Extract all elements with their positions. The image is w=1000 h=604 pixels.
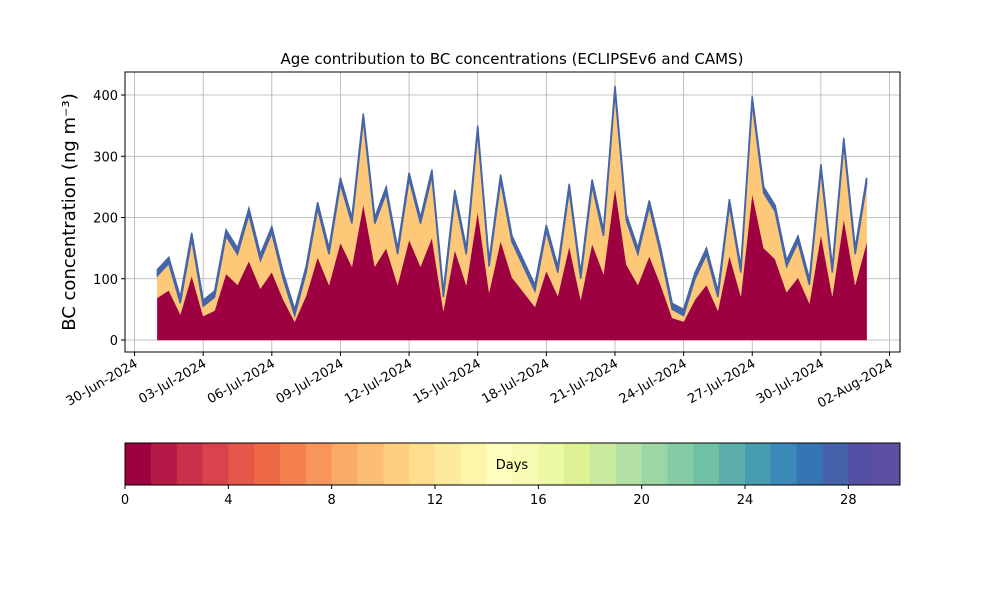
colorbar-swatch (331, 443, 358, 485)
colorbar-swatch (822, 443, 849, 485)
x-tick-label: 27-Jul-2024 (685, 356, 758, 407)
colorbar-swatch (590, 443, 617, 485)
y-tick-label: 0 (110, 334, 118, 349)
y-tick-label: 200 (93, 212, 118, 227)
colorbar-swatch (796, 443, 823, 485)
colorbar-swatch (460, 443, 488, 485)
area (156, 85, 868, 319)
colorbar-tick-label: 28 (840, 493, 857, 508)
colorbar-swatch (719, 443, 746, 485)
colorbar-swatch (538, 443, 565, 485)
colorbar-swatch (848, 443, 875, 485)
x-tick-label: 21-Jul-2024 (548, 356, 621, 407)
colorbar-tick-label: 0 (121, 493, 129, 508)
colorbar-swatch (409, 443, 436, 485)
x-tick-label: 03-Jul-2024 (136, 356, 209, 407)
x-tick-label: 12-Jul-2024 (342, 356, 415, 407)
colorbar-swatch (150, 443, 178, 485)
y-tick-label: 100 (93, 273, 118, 288)
colorbar-label: Days (496, 458, 529, 473)
x-tick-label: 02-Aug-2024 (815, 356, 895, 411)
colorbar-swatch (693, 443, 720, 485)
colorbar-swatch (125, 443, 152, 485)
y-tick-label: 300 (93, 150, 118, 165)
y-axis-label: BC concentration (ng m⁻³) (59, 93, 80, 331)
plot-frame (124, 71, 901, 353)
x-tick-label: 15-Jul-2024 (411, 356, 484, 407)
colorbar-swatch (280, 443, 307, 485)
y-tick-label: 400 (93, 89, 118, 104)
colorbar-tick-label: 8 (328, 493, 336, 508)
colorbar-swatch (667, 443, 694, 485)
colorbar-frame (124, 442, 901, 486)
colorbar-swatch (254, 443, 281, 485)
x-tick-label: 09-Jul-2024 (274, 356, 347, 407)
colorbar-tick-label: 4 (224, 493, 232, 508)
x-tick-label: 30-Jun-2024 (64, 356, 141, 409)
colorbar-swatch (228, 443, 255, 485)
plot-layer (125, 72, 900, 352)
x-tick-label: 18-Jul-2024 (480, 356, 553, 407)
x-tick-label: 06-Jul-2024 (205, 356, 278, 407)
colorbar-tick-label: 24 (737, 493, 754, 508)
colorbar-swatch (176, 443, 203, 485)
colorbar-swatch (745, 443, 772, 485)
colorbar-tick-label: 20 (633, 493, 650, 508)
colorbar-swatch (874, 443, 901, 485)
colorbar-swatch (357, 443, 384, 485)
colorbar-swatch (615, 443, 643, 485)
colorbar-swatch (383, 443, 410, 485)
colorbar-swatch (770, 443, 798, 485)
colorbar-swatch (435, 443, 462, 485)
colorbar-tick-label: 12 (427, 493, 444, 508)
colorbar-swatch (486, 443, 513, 485)
colorbar-swatch (512, 443, 539, 485)
colorbar-swatch (641, 443, 668, 485)
colorbar-swatch (305, 443, 333, 485)
colorbar-tick-label: 16 (530, 493, 547, 508)
colorbar-swatch (564, 443, 591, 485)
colorbar-swatch (202, 443, 229, 485)
chart-title: Age contribution to BC concentrations (E… (281, 50, 744, 68)
x-tick-label: 24-Jul-2024 (617, 356, 690, 407)
